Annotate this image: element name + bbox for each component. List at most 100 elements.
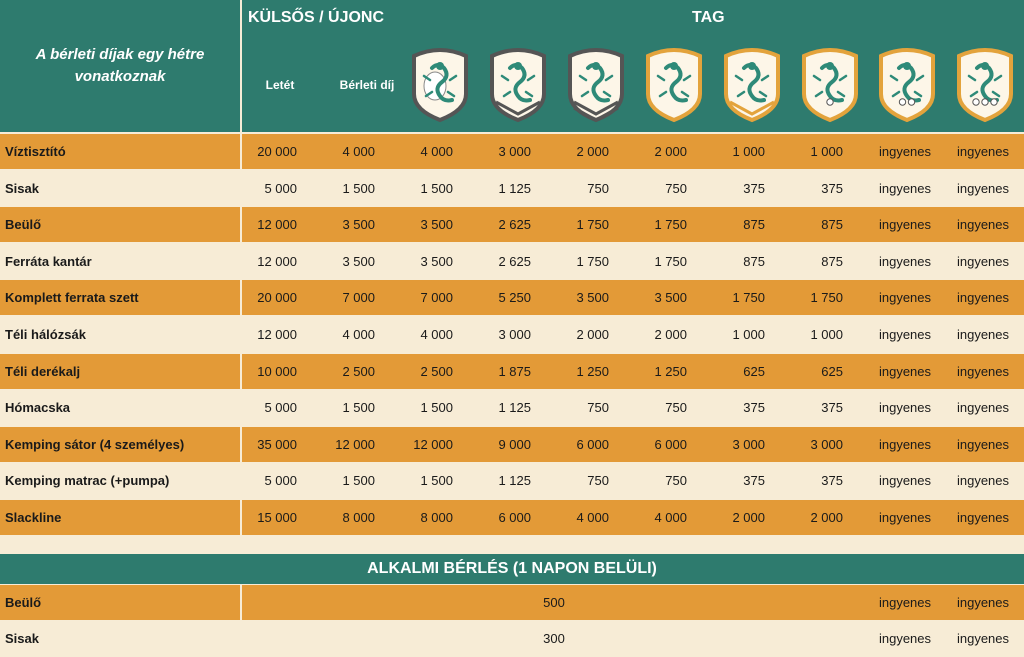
item-name: Ferráta kantár (5, 253, 92, 269)
column-divider (240, 426, 242, 462)
price-cell: 1 750 (576, 217, 609, 233)
price-cell: 2 000 (654, 144, 687, 159)
price-cell: 12 000 (257, 327, 297, 342)
price-cell: 875 (821, 253, 843, 269)
table-row: Beülő 12 000 3 500 3 500 2 625 1 750 1 750 875 8… (0, 207, 1024, 243)
price-cell: 5 000 (264, 180, 297, 196)
column-divider (240, 500, 242, 535)
price-cell: 4 000 (420, 327, 453, 342)
lizard-shield-gold-1-dot-icon (800, 44, 860, 124)
table-row: Komplett ferrata szett 20 000 7 000 7 000 5 … (0, 280, 1024, 316)
free-cell: ingyenes (956, 363, 1010, 379)
price-cell: 1 500 (420, 400, 453, 416)
table-row: Téli hálózsák 12 000 4 000 4 000 3 000 2 000 2… (0, 317, 1024, 352)
table-header: KÜLSŐS / ÚJONC TAG Letét Bérleti díj (242, 0, 1024, 132)
price-cell: 1 750 (810, 290, 843, 306)
price-cell: 7 000 (420, 290, 453, 306)
price-cell: 1 500 (420, 180, 453, 196)
free-cell: ingyenes (878, 595, 932, 610)
free-cell: ingyenes (956, 510, 1010, 525)
price-cell: 2 000 (654, 327, 687, 342)
free-cell: ingyenes (878, 510, 932, 525)
occasional-row: Sisak 300 ingyenes ingyenes (0, 621, 1024, 656)
free-cell: ingyenes (878, 253, 932, 269)
price-cell: 20 000 (257, 290, 297, 306)
item-name: Hómacska (5, 400, 71, 416)
column-divider (240, 390, 242, 426)
col-header-deposit: Letét (265, 78, 295, 92)
column-divider (240, 134, 242, 169)
price-cell: 35 000 (257, 436, 297, 452)
price-cell: 2 000 (810, 510, 843, 525)
price-cell: 6 000 (498, 510, 531, 525)
table-row: Téli derékalj 10 000 2 500 2 500 1 875 1 250 1… (0, 353, 1024, 389)
price-cell: 8 000 (342, 510, 375, 525)
price-cell: 20 000 (257, 144, 297, 159)
price-cell: 12 000 (335, 436, 375, 452)
price-cell: 2 000 (576, 144, 609, 159)
item-name: Beülő (5, 595, 42, 610)
price-cell: 5 000 (264, 473, 297, 489)
price-cell: 15 000 (257, 510, 297, 525)
price-cell: 1 125 (498, 473, 531, 489)
price-cell: 3 500 (420, 253, 453, 269)
item-name: Kemping matrac (+pumpa) (5, 473, 170, 489)
price-cell: 1 000 (810, 327, 843, 342)
free-cell: ingyenes (956, 327, 1010, 342)
price-cell: 375 (821, 180, 843, 196)
column-divider (240, 621, 242, 656)
item-name: Téli derékalj (5, 363, 81, 379)
price-cell: 2 000 (732, 510, 765, 525)
free-cell: ingyenes (878, 327, 932, 342)
price-cell: 1 750 (654, 217, 687, 233)
table-row: Kemping sátor (4 személyes) 35 000 12 000 1… (0, 426, 1024, 462)
group-header-external: KÜLSŐS / ÚJONC (248, 9, 385, 26)
free-cell: ingyenes (956, 595, 1010, 610)
column-divider (240, 170, 242, 206)
table-row: Hómacska 5 000 1 500 1 500 1 125 750 750 375 375… (0, 390, 1024, 426)
price-cell: 12 000 (257, 217, 297, 233)
price-cell: 4 000 (420, 144, 453, 159)
price-cell: 375 (743, 180, 765, 196)
price-cell: 1 000 (732, 327, 765, 342)
price-cell: 6 000 (654, 436, 687, 452)
item-name: Sisak (5, 180, 39, 196)
price-cell: 1 125 (498, 400, 531, 416)
col-header-fee: Bérleti díj (339, 78, 395, 92)
item-name: Beülő (5, 217, 42, 233)
price-cell: 4 000 (342, 144, 375, 159)
free-cell: ingyenes (878, 363, 932, 379)
item-name: Slackline (5, 510, 62, 525)
price-cell: 12 000 (257, 253, 297, 269)
price-cell: 750 (587, 473, 609, 489)
free-cell: ingyenes (956, 253, 1010, 269)
price-cell: 1 000 (732, 144, 765, 159)
price-cell: 750 (665, 473, 687, 489)
price-cell: 1 750 (732, 290, 765, 306)
price-cell: 3 000 (498, 327, 531, 342)
price-cell: 3 500 (420, 217, 453, 233)
table-row: Slackline 15 000 8 000 8 000 6 000 4 000 4 000… (0, 500, 1024, 535)
free-cell: ingyenes (956, 144, 1010, 159)
table-caption: A bérleti díjak egy hétre vonatkoznak (0, 0, 240, 132)
free-cell: ingyenes (878, 180, 932, 196)
price-cell: 1 250 (654, 363, 687, 379)
price-cell: 1 125 (498, 180, 531, 196)
price-cell: 375 (821, 473, 843, 489)
free-cell: ingyenes (878, 631, 932, 646)
column-divider (240, 207, 242, 243)
table-row: Ferráta kantár 12 000 3 500 3 500 2 625 1 750… (0, 243, 1024, 279)
price-cell: 1 000 (810, 144, 843, 159)
price-cell: 750 (665, 180, 687, 196)
lizard-shield-gold-3-dot-icon (955, 44, 1015, 124)
price-cell: 3 000 (498, 144, 531, 159)
price-cell: 7 000 (342, 290, 375, 306)
column-divider (240, 243, 242, 279)
item-name: Víztisztító (5, 144, 66, 159)
table-row: Víztisztító 20 000 4 000 4 000 3 000 2 000 2 0… (0, 134, 1024, 169)
free-cell: ingyenes (956, 631, 1010, 646)
price-cell: 1 250 (576, 363, 609, 379)
price-cell: 9 000 (498, 436, 531, 452)
price-cell: 4 000 (654, 510, 687, 525)
price-cell: 375 (743, 473, 765, 489)
